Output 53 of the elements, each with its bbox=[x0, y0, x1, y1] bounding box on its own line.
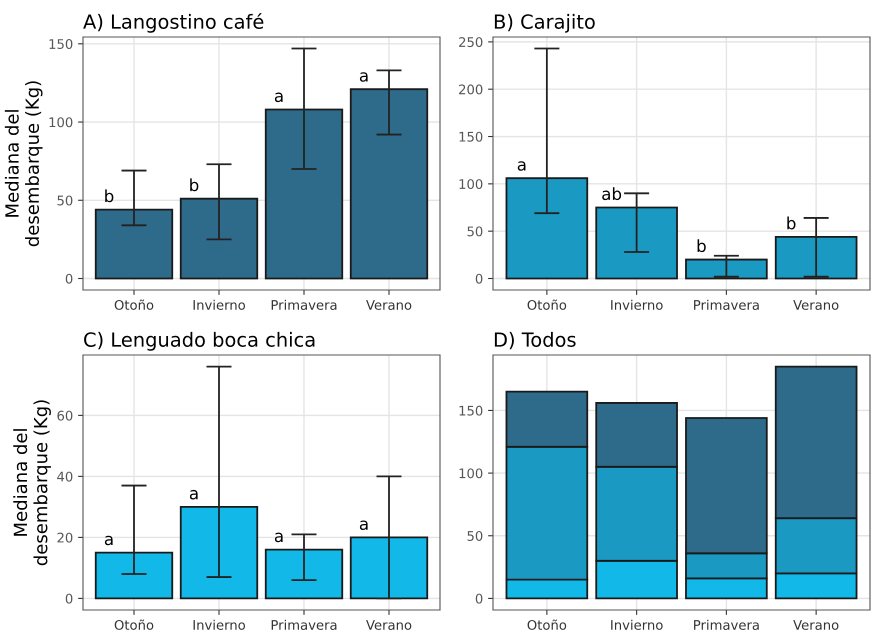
x-tick-label: Otoño bbox=[528, 619, 566, 630]
y-tick-label: 0 bbox=[66, 274, 72, 284]
annotation: b bbox=[698, 239, 706, 252]
x-tick-label: Invierno bbox=[611, 300, 663, 310]
x-tick-label: Otoño bbox=[528, 299, 566, 310]
y-tick-label: 0 bbox=[476, 594, 482, 604]
y-tick-label: 150 bbox=[460, 132, 482, 142]
x-tick-label: Verano bbox=[366, 620, 412, 630]
x-tick-label: Primavera bbox=[272, 620, 336, 630]
y-tick-label: 100 bbox=[460, 468, 482, 478]
y-tick-label: 100 bbox=[460, 179, 482, 190]
annotation: a bbox=[360, 520, 368, 530]
x-tick-label: Otoño bbox=[114, 299, 154, 310]
x-tick-label: Primavera bbox=[694, 300, 759, 310]
annotation: a bbox=[274, 92, 283, 102]
x-tick-label: Invierno bbox=[194, 300, 246, 310]
y-tick-label: 0 bbox=[476, 274, 482, 284]
y-tick-label: 60 bbox=[57, 410, 72, 421]
annotation: a bbox=[190, 490, 198, 500]
annotation: a bbox=[360, 72, 368, 82]
y-tick-label: 150 bbox=[50, 39, 72, 50]
y-tick-label: 0 bbox=[66, 594, 72, 604]
x-tick-label: Primavera bbox=[694, 620, 759, 630]
y-tick-label: 50 bbox=[58, 195, 72, 206]
x-tick-label: Invierno bbox=[194, 620, 246, 630]
x-tick-label: Verano bbox=[793, 300, 838, 310]
annotation: a bbox=[518, 161, 526, 171]
chart-title: D) Todos bbox=[494, 332, 576, 350]
y-tick-label: 150 bbox=[460, 406, 482, 416]
y-axis-title: Mediana del desembarque (Kg) bbox=[13, 400, 51, 566]
y-tick-label: 40 bbox=[57, 472, 72, 482]
annotation: a bbox=[274, 532, 283, 542]
y-tick-label: 250 bbox=[459, 37, 482, 48]
annotation: b bbox=[787, 216, 796, 230]
bar bbox=[685, 258, 768, 280]
y-tick-label: 50 bbox=[468, 226, 482, 236]
chart-title: C) Lenguado boca chica bbox=[84, 332, 314, 351]
chart-title: B) Carajito bbox=[494, 14, 595, 33]
y-tick-label: 100 bbox=[50, 117, 72, 128]
annotation: a bbox=[104, 536, 113, 546]
x-tick-label: Primavera bbox=[272, 300, 336, 310]
y-tick-label: 50 bbox=[468, 530, 482, 541]
y-tick-label: 200 bbox=[459, 84, 482, 94]
y-tick-label: 20 bbox=[57, 532, 72, 543]
x-tick-label: Verano bbox=[793, 620, 838, 630]
annotation: b bbox=[105, 189, 114, 202]
annotation: ab bbox=[602, 187, 622, 200]
annotation: b bbox=[190, 178, 198, 192]
y-axis-title: Mediana del desembarque (Kg) bbox=[4, 81, 43, 246]
x-tick-label: Verano bbox=[366, 300, 412, 310]
x-tick-label: Invierno bbox=[611, 620, 663, 630]
chart-title: A) Langostino café bbox=[83, 13, 264, 33]
x-tick-label: Otoño bbox=[114, 619, 154, 630]
